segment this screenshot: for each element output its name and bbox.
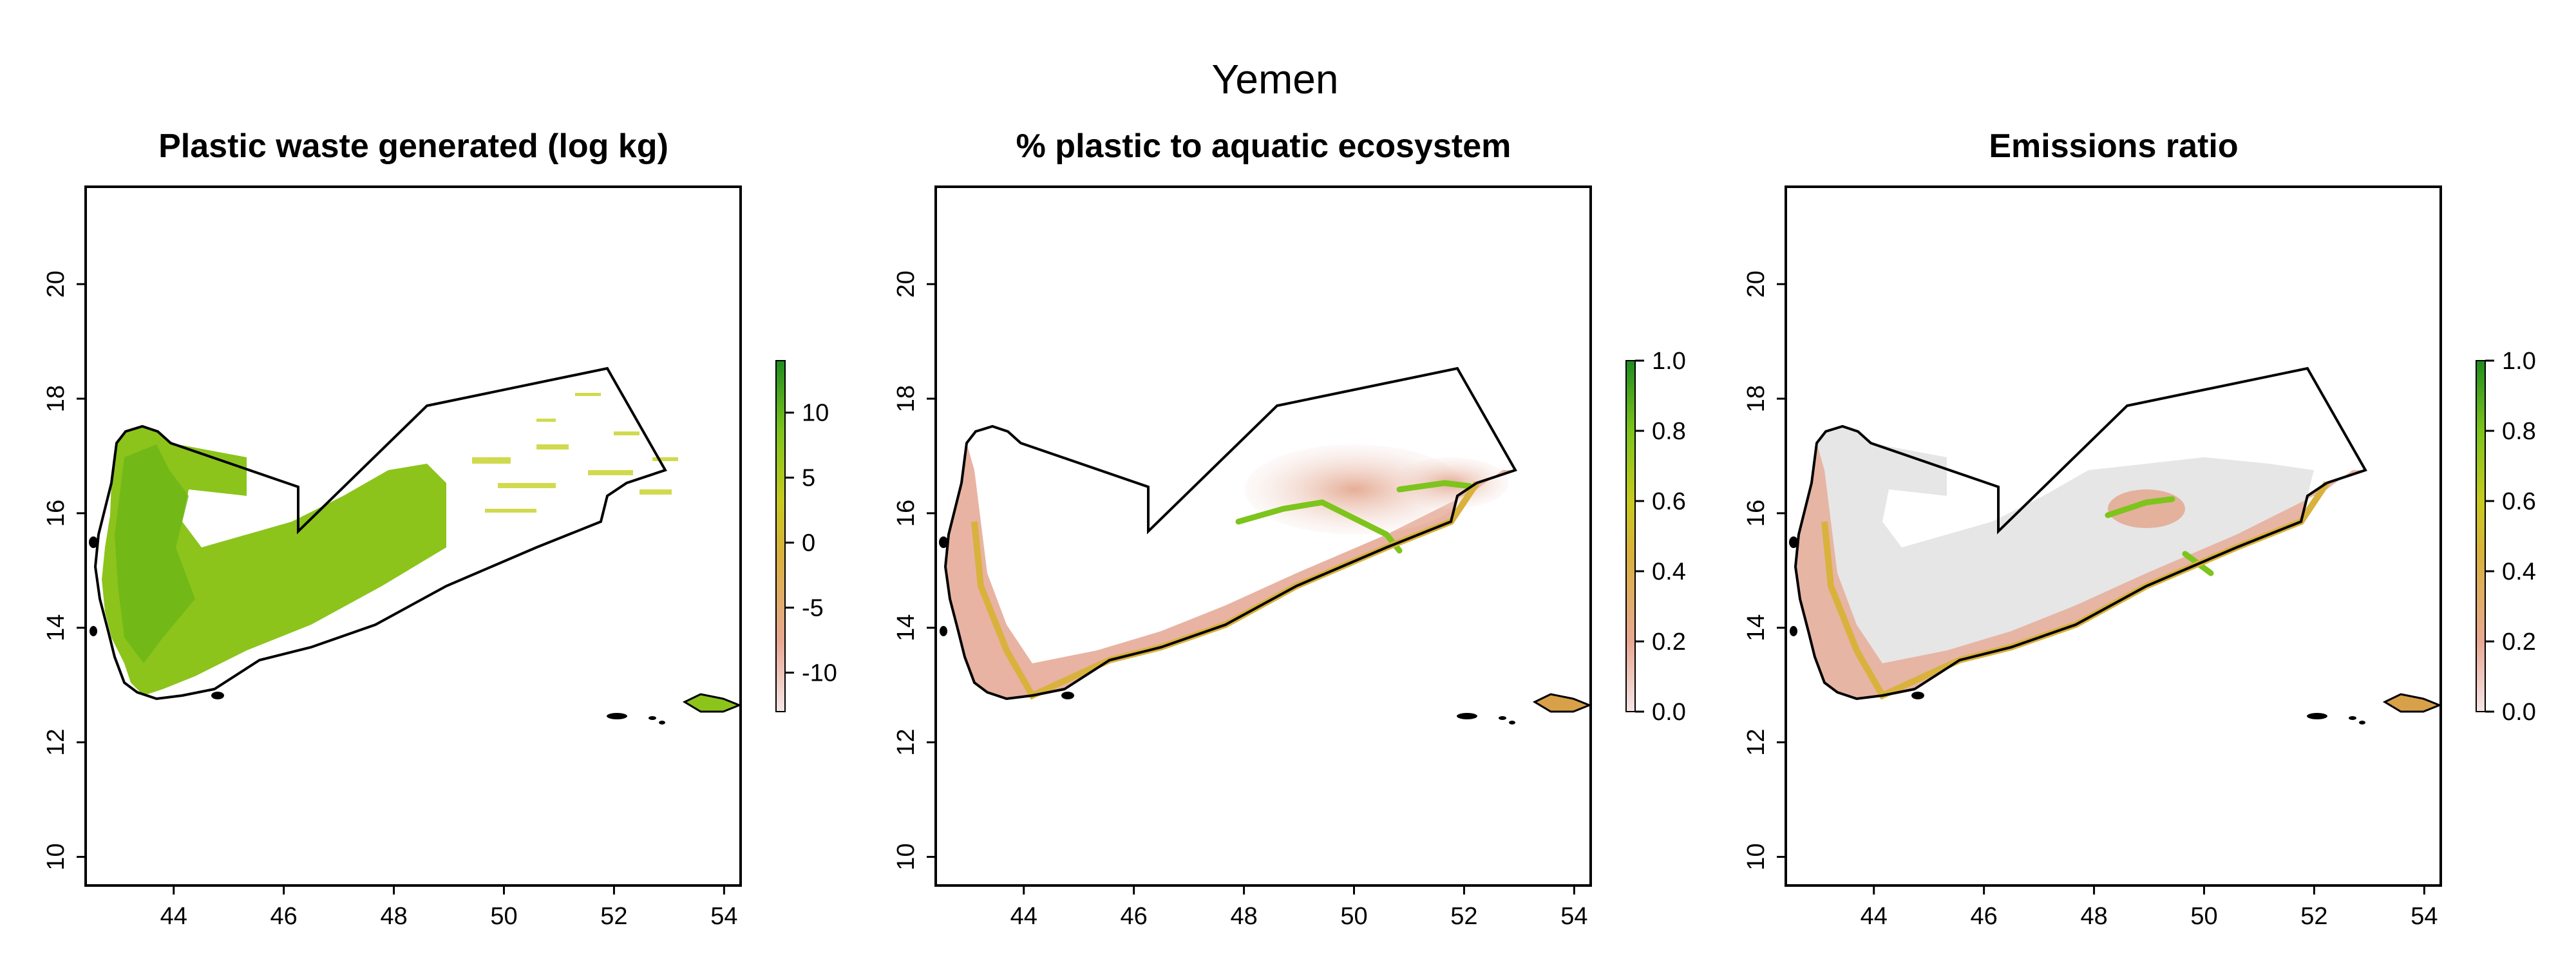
y-axis: 10 12 14 16 18 20 <box>893 270 936 871</box>
y-tick-label: 18 <box>43 385 70 412</box>
island-socotra <box>2382 693 2443 713</box>
small-islands <box>1789 536 2365 724</box>
coastal-halo <box>945 443 1515 699</box>
y-tick-label: 16 <box>893 500 920 527</box>
colorbar: 1.0 0.8 0.6 0.4 0.2 0.0 <box>1625 348 1686 726</box>
map-area: 44 46 48 50 52 54 10 12 14 16 18 20 <box>43 185 743 930</box>
waste-fill <box>102 426 446 696</box>
colorbar-tick-label: 0.6 <box>2502 488 2536 515</box>
colorbar: 1.0 0.8 0.6 0.4 0.2 0.0 <box>2476 348 2536 726</box>
river-channel <box>1235 480 1473 554</box>
x-tick-label: 48 <box>1230 903 1257 930</box>
colorbar-tick-label: 0.6 <box>1652 488 1686 515</box>
x-tick-label: 52 <box>1450 903 1477 930</box>
plot-frame <box>934 185 1592 887</box>
colorbar-tick-label: 1.0 <box>1652 348 1686 375</box>
y-tick-label: 20 <box>1743 270 1770 298</box>
x-tick-label: 48 <box>380 903 407 930</box>
y-tick-label: 12 <box>1743 729 1770 756</box>
map-area: 44 46 48 50 52 54 10 12 14 16 18 20 <box>893 185 1593 930</box>
y-tick-label: 18 <box>1743 385 1770 412</box>
panel-emissions: Emissions ratio 44 46 48 50 52 54 10 12 14 16 18 2… <box>1743 128 2536 930</box>
colorbar-tick-label: 0.8 <box>1652 418 1686 445</box>
panel-pct-aquatic: % plastic to aquatic ecosystem 44 46 48 50 5… <box>893 128 1686 930</box>
y-tick-label: 14 <box>43 614 70 641</box>
y-axis: 10 12 14 16 18 20 <box>43 270 86 871</box>
x-axis: 44 46 48 50 52 54 <box>1010 886 1588 930</box>
x-tick-label: 46 <box>1971 903 1998 930</box>
x-tick-label: 46 <box>270 903 298 930</box>
x-axis: 44 46 48 50 52 54 <box>160 886 738 930</box>
x-tick-label: 54 <box>1560 903 1587 930</box>
y-tick-label: 16 <box>1743 500 1770 527</box>
x-tick-label: 46 <box>1121 903 1148 930</box>
panel-title: Emissions ratio <box>1989 128 2238 165</box>
colorbar-tick-label: 0.0 <box>2502 699 2536 726</box>
colorbar-tick-label: -5 <box>802 595 824 622</box>
y-tick-label: 20 <box>43 270 70 298</box>
x-tick-label: 50 <box>1340 903 1367 930</box>
colorbar-tick-label: 5 <box>802 465 815 492</box>
x-tick-label: 54 <box>710 903 737 930</box>
waste-fill-dark <box>115 444 195 663</box>
country-outline <box>93 366 667 701</box>
panel-title: % plastic to aquatic ecosystem <box>1016 128 1511 165</box>
x-tick-label: 54 <box>2410 903 2438 930</box>
x-tick-label: 50 <box>2190 903 2217 930</box>
small-islands <box>89 536 665 724</box>
x-tick-label: 50 <box>490 903 517 930</box>
y-tick-label: 10 <box>893 843 920 870</box>
small-islands <box>939 536 1515 724</box>
colorbar-ramp <box>2476 360 2486 712</box>
panel-title: Plastic waste generated (log kg) <box>158 128 668 165</box>
figure-title: Yemen <box>1212 56 1339 102</box>
colorbar-ramp <box>1625 360 1636 712</box>
plot-frame <box>1785 185 2442 887</box>
colorbar-tick-label: 0.2 <box>2502 629 2536 656</box>
y-tick-label: 10 <box>43 843 70 870</box>
y-axis: 10 12 14 16 18 20 <box>1743 270 1786 871</box>
colorbar-tick-label: -10 <box>802 659 837 687</box>
panel-waste: Plastic waste generated (log kg) 44 46 48 5 <box>43 128 837 930</box>
colorbar-tick-label: 1.0 <box>2502 348 2536 375</box>
colorbar-tick-label: 0.0 <box>1652 699 1686 726</box>
y-tick-label: 18 <box>893 385 920 412</box>
colorbar-tick-label: 0.4 <box>1652 558 1686 585</box>
x-tick-label: 44 <box>1010 903 1037 930</box>
plot-frame <box>84 185 742 887</box>
colorbar: 10 5 0 -5 -10 <box>775 360 837 712</box>
colorbar-tick-label: 0.2 <box>1652 629 1686 656</box>
map-area: 44 46 48 50 52 54 10 12 14 16 18 20 <box>1743 185 2443 930</box>
country-outline <box>943 366 1517 701</box>
island-socotra <box>682 693 743 713</box>
x-axis: 44 46 48 50 52 54 <box>1861 886 2438 930</box>
y-tick-label: 14 <box>893 614 920 641</box>
x-tick-label: 44 <box>1861 903 1888 930</box>
x-tick-label: 44 <box>160 903 187 930</box>
x-tick-label: 52 <box>2300 903 2327 930</box>
waste-scatter-east <box>472 393 678 513</box>
colorbar-tick-label: 0.8 <box>2502 418 2536 445</box>
y-tick-label: 14 <box>1743 614 1770 641</box>
y-tick-label: 20 <box>893 270 920 298</box>
y-tick-label: 16 <box>43 500 70 527</box>
island-socotra <box>1532 693 1593 713</box>
x-tick-label: 52 <box>600 903 627 930</box>
country-outline <box>1794 366 2367 701</box>
colorbar-tick-label: 10 <box>802 400 829 427</box>
colorbar-tick-label: 0.4 <box>2502 558 2536 585</box>
y-tick-label: 12 <box>893 729 920 756</box>
y-tick-label: 10 <box>1743 843 1770 870</box>
x-tick-label: 48 <box>2080 903 2107 930</box>
y-tick-label: 12 <box>43 729 70 756</box>
colorbar-tick-label: 0 <box>802 530 815 557</box>
coastal-halo <box>1795 443 2365 699</box>
colorbar-ramp <box>775 360 786 712</box>
low-emission-area <box>1795 426 2314 699</box>
